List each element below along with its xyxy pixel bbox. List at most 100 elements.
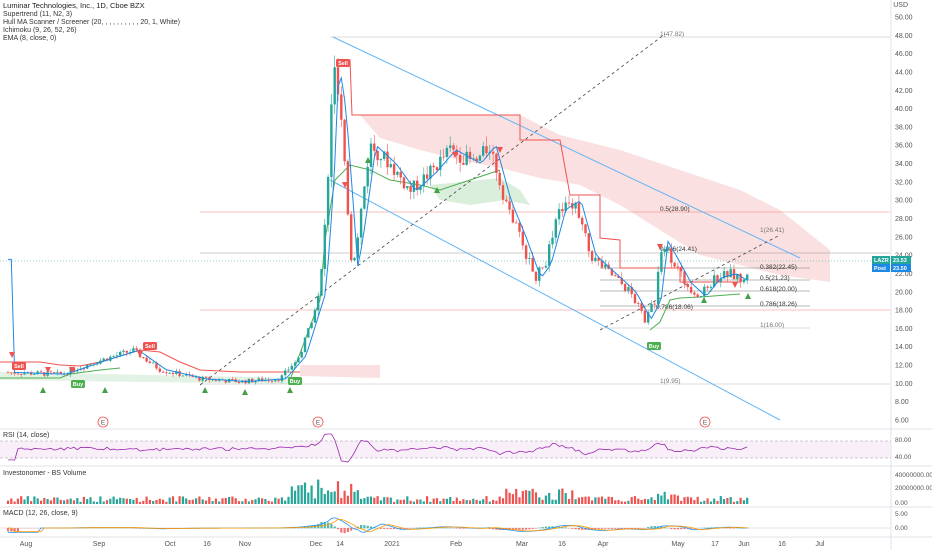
volume-label[interactable]: Investonomer - BS Volume — [3, 470, 87, 477]
time-tick-label: Jun — [738, 541, 749, 548]
candle-body — [666, 248, 670, 250]
candle-body — [501, 185, 505, 200]
candle-body — [693, 292, 696, 295]
candle-body — [82, 368, 86, 370]
candle-body — [505, 199, 508, 202]
candle-body — [23, 373, 26, 375]
macd-bar — [584, 528, 587, 530]
macd-bar — [383, 528, 386, 529]
volume-bar — [96, 501, 99, 504]
volume-bar — [208, 497, 211, 504]
candle-body — [742, 279, 746, 283]
candle-body — [561, 209, 564, 212]
volume-bar — [465, 500, 468, 504]
volume-bar — [135, 497, 138, 504]
buy-triangle-icon — [365, 157, 371, 163]
volume-bar — [587, 496, 590, 504]
candle-body — [670, 248, 673, 263]
candle-body — [686, 284, 689, 288]
fib-level-label: 0.786(18.06) — [656, 304, 693, 311]
macd-bar — [320, 522, 323, 529]
signal-badge — [336, 59, 350, 67]
macd-bar — [564, 527, 567, 529]
candle-body — [313, 310, 317, 323]
volume-bar — [373, 497, 376, 504]
indicator-ema[interactable]: EMA (8, close, 0) — [3, 35, 57, 42]
volume-bar — [165, 501, 168, 504]
volume-axis-label: 0.00 — [895, 500, 908, 507]
volume-bar — [732, 501, 736, 504]
volume-bar — [254, 499, 257, 504]
time-tick-label: Aug — [20, 541, 33, 548]
indicator-ichimoku[interactable]: Ichimoku (9, 26, 52, 26) — [3, 27, 77, 34]
volume-bar — [284, 500, 287, 504]
macd-bar — [703, 527, 706, 529]
volume-bar — [178, 496, 181, 504]
volume-bar — [303, 482, 307, 504]
volume-bar — [191, 499, 194, 504]
volume-bar — [435, 498, 439, 504]
volume-bar — [577, 497, 580, 504]
candle-body — [528, 258, 531, 259]
volume-bar — [366, 496, 369, 504]
volume-bar — [515, 488, 518, 504]
signal-badge — [143, 342, 157, 350]
price-tick-label: 16.00 — [895, 326, 913, 333]
price-tick-label: 12.00 — [895, 363, 913, 370]
volume-bar — [673, 494, 676, 504]
signal-label: Buy — [649, 344, 660, 350]
candle-body — [587, 233, 590, 252]
candle-body — [290, 365, 293, 370]
earnings-marker-icon — [97, 416, 109, 428]
price-tick-label: 8.00 — [895, 399, 909, 406]
volume-bar — [459, 500, 462, 504]
price-axis: 6.00 8.00 10.00 12.00 14.00 16.00 18.00 20.00 22… — [895, 15, 913, 425]
price-tick-label: 46.00 — [895, 51, 913, 58]
candle-body — [485, 146, 488, 154]
candle-body — [683, 271, 686, 285]
macd-label[interactable]: MACD (12, 26, close, 9) — [3, 510, 78, 517]
candle-body — [617, 276, 620, 278]
volume-bar — [125, 498, 128, 504]
candle-body — [498, 172, 501, 186]
volume-bar — [247, 501, 250, 504]
buy-triangle-icon — [745, 293, 751, 299]
volume-bar — [204, 500, 208, 504]
fib-level-label: 0.786(18.26) — [760, 301, 797, 308]
candle-body — [95, 363, 99, 365]
candle-body — [627, 287, 630, 291]
volume-bar — [429, 501, 432, 504]
sell-triangle-icon — [69, 367, 75, 373]
candle-body — [425, 174, 429, 179]
volume-bar — [270, 501, 274, 504]
rsi-label[interactable]: RSI (14, close) — [3, 432, 50, 439]
candle-body — [39, 371, 43, 373]
volume-bar — [607, 496, 610, 504]
candle-body — [353, 257, 356, 261]
candle-body — [719, 278, 722, 282]
price-candles — [6, 55, 749, 385]
rsi-axis-label: 80.00 — [895, 437, 912, 444]
candle-body — [270, 380, 274, 382]
volume-bar — [637, 498, 640, 504]
indicator-supertrend[interactable]: Supertrend (11, N2, 3) — [3, 11, 73, 18]
fib-level-label: 0.618(20.00) — [760, 286, 797, 293]
price-tick-label: 20.00 — [895, 289, 913, 296]
volume-bar — [445, 498, 448, 504]
macd-bar — [422, 527, 425, 529]
volume-bar — [693, 500, 696, 504]
ichimoku-cloud-green — [430, 178, 530, 205]
volume-bar — [386, 497, 389, 504]
earnings-marker-icon — [312, 416, 324, 428]
fib-level-label: 0.5(21.23) — [760, 275, 790, 282]
candle-body — [251, 378, 254, 383]
candle-body — [142, 357, 145, 358]
candle-body — [155, 362, 158, 369]
volume-bar — [706, 498, 709, 504]
macd-bar — [640, 528, 643, 529]
volume-bar — [729, 496, 732, 504]
indicator-hull-ma[interactable]: Hull MA Scanner / Screener (20, , , , , … — [3, 19, 181, 26]
buy-triangle-icon — [202, 387, 208, 393]
